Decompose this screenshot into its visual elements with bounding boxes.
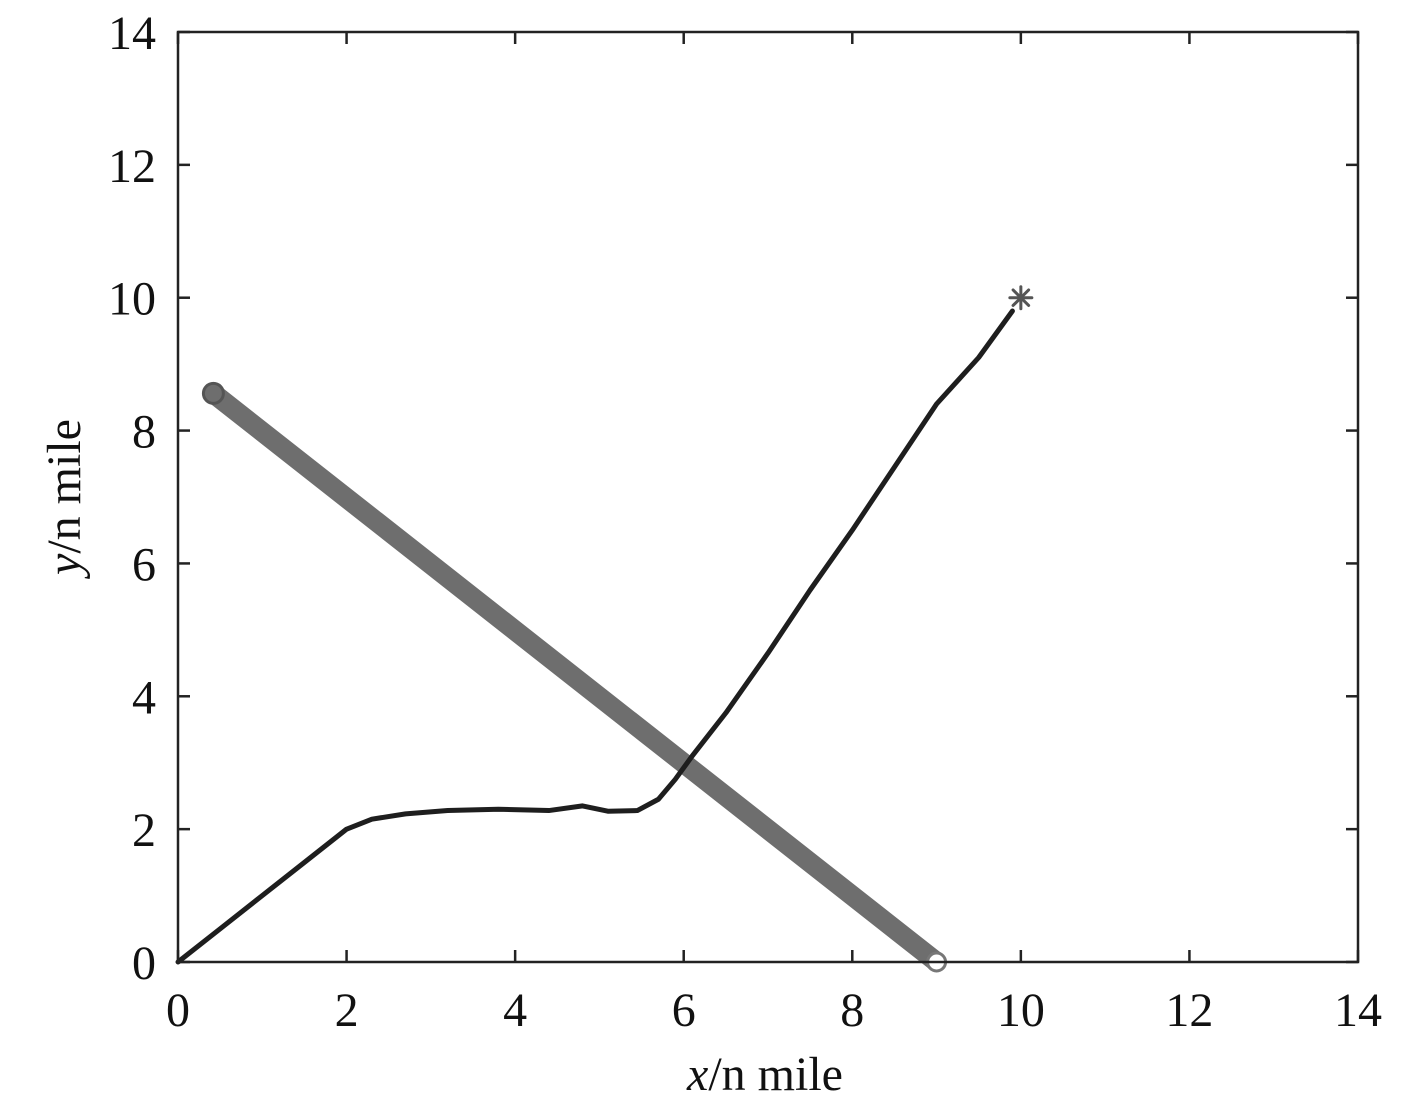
y-tick-label: 14 — [108, 7, 156, 60]
y-tick-label: 4 — [132, 671, 156, 724]
x-tick-label: 4 — [503, 984, 527, 1037]
x-tick-label: 2 — [335, 984, 359, 1037]
y-tick-label: 8 — [132, 406, 156, 459]
y-tick-label: 2 — [132, 804, 156, 857]
x-tick-label: 12 — [1165, 984, 1213, 1037]
y-axis-unit: /n mile — [38, 419, 91, 554]
y-axis-label: y/n mile — [38, 419, 91, 580]
y-axis-var: y — [38, 553, 91, 580]
x-tick-label: 0 — [166, 984, 190, 1037]
y-tick-label: 12 — [108, 140, 156, 193]
y-tick-labels: 0 2 4 6 8 10 12 14 — [108, 7, 156, 990]
x-tick-label: 6 — [672, 984, 696, 1037]
y-tick-label: 0 — [132, 937, 156, 990]
y-tick-label: 10 — [108, 273, 156, 326]
x-axis-var: x — [686, 1048, 708, 1101]
x-axis-unit: /n mile — [708, 1048, 843, 1101]
band-start-marker — [201, 381, 225, 405]
goal-asterisk-marker — [1008, 285, 1034, 311]
x-tick-label: 14 — [1334, 984, 1382, 1037]
x-tick-label: 10 — [997, 984, 1045, 1037]
x-tick-labels: 0 2 4 6 8 10 12 14 — [166, 984, 1382, 1037]
series-path-line — [175, 308, 1015, 965]
y-tick-label: 6 — [132, 538, 156, 591]
plot-frame — [176, 30, 1360, 964]
x-axis-label: x/n mile — [686, 1048, 843, 1101]
x-tick-label: 8 — [840, 984, 864, 1037]
plot-area — [175, 285, 1034, 973]
series-band-line — [203, 383, 947, 972]
